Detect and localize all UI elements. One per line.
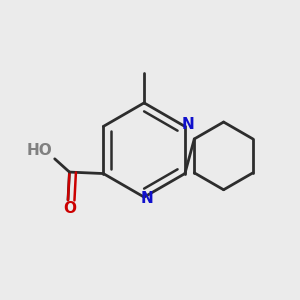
Text: HO: HO — [26, 143, 52, 158]
Text: N: N — [182, 118, 195, 133]
Text: O: O — [63, 201, 76, 216]
Text: N: N — [141, 191, 153, 206]
